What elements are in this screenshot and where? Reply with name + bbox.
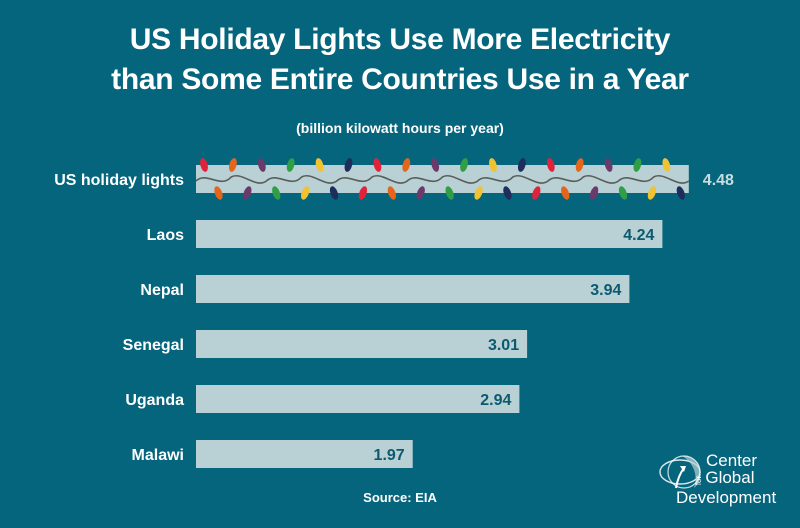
- light-bulb: [618, 186, 628, 200]
- light-bulb: [272, 186, 281, 200]
- light-bulb: [387, 186, 396, 200]
- light-bulb: [257, 158, 266, 172]
- light-bulb: [214, 186, 223, 200]
- light-bulb: [431, 158, 440, 172]
- chart-title-line-1: US Holiday Lights Use More Electricity: [129, 23, 671, 56]
- bar: [196, 385, 520, 413]
- bar: [196, 440, 413, 468]
- bar: [196, 330, 528, 358]
- light-bulb: [300, 186, 310, 200]
- category-label: Nepal: [140, 282, 184, 299]
- light-bulb: [200, 158, 208, 172]
- light-bulb: [676, 186, 685, 200]
- light-bulb: [589, 186, 599, 200]
- logo-line-center: Center: [706, 451, 758, 470]
- light-bulb: [532, 186, 541, 200]
- cgd-logo: Center for Global Development: [658, 452, 788, 512]
- light-bulb: [373, 158, 382, 172]
- chart-title: US Holiday Lights Use More Electricity t…: [0, 20, 800, 100]
- light-bulb: [228, 158, 237, 172]
- light-bulb: [358, 186, 368, 200]
- light-bulb: [474, 186, 483, 200]
- light-bulb: [329, 186, 339, 200]
- light-bulb: [445, 186, 454, 200]
- globe-arrow-icon: [659, 455, 701, 489]
- light-bulb: [517, 158, 526, 172]
- category-label: Laos: [147, 227, 184, 244]
- light-bulb: [402, 158, 411, 172]
- category-label: Senegal: [123, 337, 184, 354]
- light-bulb: [662, 158, 671, 172]
- value-label: 4.48: [703, 172, 734, 189]
- value-label: 4.24: [623, 227, 654, 244]
- light-string-wire: [195, 174, 690, 184]
- light-bulb: [561, 186, 570, 200]
- value-label: 1.97: [374, 447, 405, 464]
- category-label: Malawi: [132, 447, 184, 464]
- category-label: US holiday lights: [54, 172, 184, 189]
- value-label: 3.94: [590, 282, 621, 299]
- value-label: 3.01: [488, 337, 519, 354]
- chart-subtitle: (billion kilowatt hours per year): [296, 120, 504, 136]
- light-bulb: [647, 186, 657, 200]
- light-bulb: [416, 186, 425, 200]
- bar: [196, 275, 630, 303]
- bar: [196, 220, 663, 248]
- logo-line-global: Global: [705, 468, 755, 487]
- light-bulb: [633, 158, 642, 172]
- light-bulb: [460, 158, 468, 172]
- light-bulb: [489, 158, 497, 172]
- light-bulb: [315, 158, 324, 172]
- light-bulb: [243, 186, 252, 200]
- value-label: 2.94: [480, 392, 511, 409]
- light-bulb: [344, 158, 353, 172]
- logo-line-development: Development: [676, 488, 777, 507]
- logo-wordmark: Center for Global Development: [676, 452, 776, 506]
- light-bulb: [503, 186, 512, 200]
- logo-for: for: [694, 475, 704, 486]
- source-note: Source: EIA: [363, 490, 437, 505]
- light-bulb: [286, 158, 295, 172]
- light-bulb: [604, 158, 613, 172]
- category-label: Uganda: [125, 392, 184, 409]
- light-bulb: [546, 158, 555, 172]
- chart-title-line-2: than Some Entire Countries Use in a Year: [111, 63, 689, 96]
- light-bulb: [575, 158, 584, 172]
